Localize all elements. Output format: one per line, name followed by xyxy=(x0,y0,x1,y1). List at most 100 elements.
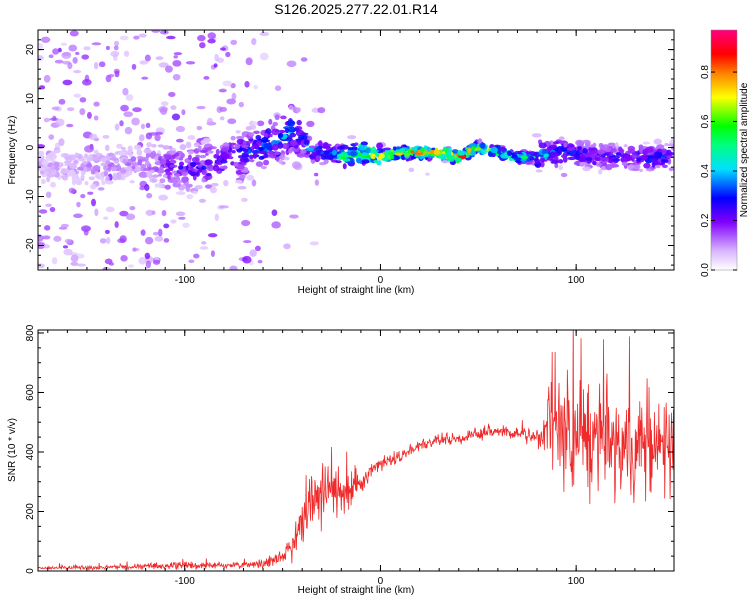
spectral-cell xyxy=(172,73,181,81)
spectral-cell xyxy=(605,164,613,171)
spectral-cell xyxy=(157,144,164,148)
spectral-cell xyxy=(255,161,264,168)
spectral-cell xyxy=(245,153,250,158)
spectral-cell xyxy=(340,155,347,160)
spectral-cell xyxy=(281,143,290,150)
spectral-cell xyxy=(335,160,342,164)
spectral-cell xyxy=(124,126,133,135)
spectral-cell xyxy=(175,138,184,143)
spectral-cell xyxy=(44,225,51,231)
spectral-cell xyxy=(591,160,597,166)
spectral-cell xyxy=(360,141,368,146)
spectral-cell xyxy=(204,147,212,151)
spectral-cell xyxy=(666,149,672,157)
spectral-cell xyxy=(93,61,99,70)
spectral-cell xyxy=(96,173,101,177)
spectral-cell xyxy=(76,201,81,208)
spectral-cell xyxy=(579,161,588,166)
spectral-cell xyxy=(500,153,509,159)
spectral-cell xyxy=(218,89,227,93)
spectral-cell xyxy=(427,157,432,162)
spectral-cell xyxy=(90,183,97,190)
spectral-cell xyxy=(214,213,219,222)
spectral-cell xyxy=(58,98,66,105)
colorbar-frame xyxy=(710,29,738,271)
spectral-cell xyxy=(107,166,112,172)
spectral-cell xyxy=(188,259,195,264)
spectral-cell xyxy=(650,158,657,163)
spectral-cell xyxy=(171,113,181,121)
spectral-cell xyxy=(83,46,91,51)
snr-ytick-label: 800 xyxy=(25,324,36,341)
spectral-cell xyxy=(127,264,135,268)
spectral-cell xyxy=(116,143,123,149)
colorbar: 0.0 0.2 0.4 0.6 0.8 Normalized spectral ampl… xyxy=(700,29,750,277)
colorbar-tick-label: 0.6 xyxy=(700,114,711,128)
spectrogram-xlabel: Height of straight line (km) xyxy=(298,285,415,296)
spectral-cell xyxy=(567,156,576,161)
spectral-cell xyxy=(230,135,236,141)
spectral-cell xyxy=(558,136,565,141)
spectral-cell xyxy=(187,169,193,175)
spectral-cell xyxy=(38,42,44,51)
spectral-cell xyxy=(187,135,196,140)
spectral-cell xyxy=(133,35,140,40)
spectral-cell xyxy=(163,223,170,229)
spectral-cell xyxy=(317,140,323,147)
spectrogram-image xyxy=(38,30,674,270)
spectral-cell xyxy=(123,50,130,57)
spectral-cell xyxy=(609,156,615,163)
spectral-cell xyxy=(151,30,161,33)
spectral-cell xyxy=(178,157,184,161)
spectral-cell xyxy=(158,194,168,201)
spectral-cell xyxy=(245,57,253,66)
spectral-cell xyxy=(538,142,547,149)
spectral-cell xyxy=(314,179,320,186)
spectral-cell xyxy=(199,246,209,250)
spectral-cell xyxy=(242,148,249,153)
spectral-cell xyxy=(119,120,124,127)
spectral-cell xyxy=(158,62,169,68)
spectral-cell xyxy=(48,54,54,59)
spectral-cell xyxy=(181,171,189,176)
spectral-cell xyxy=(253,84,258,90)
spectral-cell xyxy=(132,107,142,113)
snr-ytick-label: 600 xyxy=(25,384,36,401)
spectral-cell xyxy=(166,35,176,40)
spectral-cell xyxy=(138,33,147,38)
spectral-cell xyxy=(87,191,94,195)
spectral-cell xyxy=(207,233,218,238)
spectral-cell xyxy=(52,48,60,55)
spectral-cell xyxy=(274,151,280,156)
spectral-cell xyxy=(70,254,79,263)
spectral-cell xyxy=(199,149,208,153)
spectral-cell xyxy=(119,235,127,243)
spectral-cell xyxy=(456,157,462,161)
spectral-cell xyxy=(225,51,231,58)
spectral-cell xyxy=(172,59,182,67)
spectral-cell xyxy=(66,107,75,112)
spectral-cell xyxy=(251,37,257,46)
spectral-cell xyxy=(540,160,545,168)
spectral-cell xyxy=(256,120,265,127)
spectral-cell xyxy=(133,165,141,173)
spectral-cell xyxy=(257,259,263,264)
spectral-cell xyxy=(288,125,295,132)
spectral-cell xyxy=(162,145,171,150)
spectral-cell xyxy=(480,149,487,155)
spectral-cell xyxy=(227,118,237,125)
spectral-cell xyxy=(252,152,258,159)
spectral-cell xyxy=(145,209,154,216)
spectral-cell xyxy=(205,152,209,156)
spectral-cell xyxy=(66,123,74,128)
spectral-cell xyxy=(244,81,250,88)
spectral-cell xyxy=(302,134,308,140)
snr-xtick-label: -100 xyxy=(175,576,195,587)
spectral-cell xyxy=(74,170,80,175)
spectral-cell xyxy=(280,115,287,120)
spectral-cell xyxy=(320,153,329,158)
spectral-cell xyxy=(389,155,394,160)
spectral-cell xyxy=(49,153,57,161)
spectral-cell xyxy=(235,135,245,140)
spectral-cell xyxy=(58,138,65,147)
